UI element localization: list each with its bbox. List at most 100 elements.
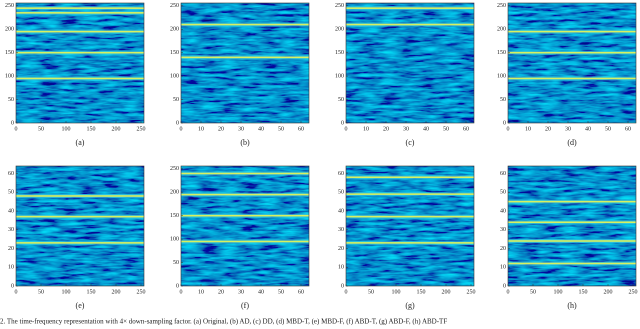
panel-label: (d) <box>567 138 577 147</box>
y-tick-label: 50 <box>173 260 179 266</box>
y-tick-label: 100 <box>497 74 506 80</box>
x-tick-label: 50 <box>38 126 44 132</box>
y-tick-label: 100 <box>335 74 344 80</box>
x-tick-label: 200 <box>604 289 613 295</box>
y-tick-label: 60 <box>338 171 344 177</box>
x-tick-label: 10 <box>198 126 204 132</box>
bright-row <box>508 77 636 80</box>
x-tick-label: 20 <box>545 126 551 132</box>
bright-row <box>16 242 144 244</box>
y-tick-label: 0 <box>503 283 506 289</box>
x-tick-label: 150 <box>87 289 96 295</box>
heatmap-texture <box>16 3 144 123</box>
panel-label: (g) <box>405 301 415 310</box>
y-tick-label: 10 <box>8 265 14 271</box>
y-tick-label: 250 <box>497 3 506 9</box>
bright-row <box>181 172 309 175</box>
bright-row <box>16 51 144 54</box>
caption: 2. The time-frequency representation wit… <box>0 318 447 326</box>
x-tick-label: 100 <box>554 289 563 295</box>
x-tick-label: 20 <box>383 126 389 132</box>
bright-row <box>346 176 474 179</box>
x-tick-label: 40 <box>258 126 264 132</box>
bright-row <box>16 30 144 33</box>
plot-frame <box>345 2 475 124</box>
plot-frame <box>507 165 637 287</box>
y-tick-label: 10 <box>338 265 344 271</box>
heatmap-texture <box>181 166 309 286</box>
panel-label: (b) <box>240 138 250 147</box>
x-tick-label: 10 <box>525 126 531 132</box>
y-tick-label: 150 <box>497 50 506 56</box>
y-tick-label: 20 <box>500 246 506 252</box>
y-tick-label: 40 <box>8 208 14 214</box>
x-tick-label: 50 <box>278 289 284 295</box>
y-tick-label: 60 <box>500 171 506 177</box>
bright-row <box>346 7 474 9</box>
heatmap-texture <box>346 166 474 286</box>
plot-frame <box>345 165 475 287</box>
x-tick-label: 0 <box>15 126 18 132</box>
x-tick-label: 60 <box>625 126 631 132</box>
x-tick-label: 0 <box>507 126 510 132</box>
x-tick-label: 10 <box>198 289 204 295</box>
x-tick-label: 200 <box>112 126 121 132</box>
x-tick-label: 60 <box>298 289 304 295</box>
x-tick-label: 0 <box>345 126 348 132</box>
bright-row <box>508 240 636 242</box>
y-tick-label: 0 <box>176 120 179 126</box>
x-tick-label: 20 <box>218 126 224 132</box>
x-tick-label: 50 <box>530 289 536 295</box>
x-tick-label: 0 <box>345 289 348 295</box>
x-tick-label: 100 <box>392 289 401 295</box>
x-tick-label: 250 <box>467 289 476 295</box>
bright-row <box>508 51 636 54</box>
x-tick-label: 40 <box>423 126 429 132</box>
bright-row <box>346 193 474 195</box>
panel-label: (a) <box>76 138 85 147</box>
y-tick-label: 30 <box>8 227 14 233</box>
bright-row <box>508 30 636 33</box>
panel-label: (h) <box>567 301 577 310</box>
plot-frame <box>507 2 637 124</box>
bright-row <box>16 77 144 80</box>
y-tick-label: 200 <box>5 27 14 33</box>
y-tick-label: 40 <box>338 208 344 214</box>
y-tick-label: 20 <box>8 246 14 252</box>
x-tick-label: 150 <box>87 126 96 132</box>
bright-row <box>16 195 144 197</box>
x-tick-label: 0 <box>180 126 183 132</box>
x-tick-label: 0 <box>15 289 18 295</box>
bright-row <box>181 23 309 26</box>
x-tick-label: 50 <box>443 126 449 132</box>
y-tick-label: 30 <box>500 227 506 233</box>
x-tick-label: 0 <box>180 289 183 295</box>
x-tick-label: 250 <box>629 289 638 295</box>
panel-label: (c) <box>406 138 415 147</box>
y-tick-label: 50 <box>173 97 179 103</box>
heatmap-texture <box>181 3 309 123</box>
y-tick-label: 50 <box>338 190 344 196</box>
x-tick-label: 100 <box>62 289 71 295</box>
y-tick-label: 40 <box>500 208 506 214</box>
y-tick-label: 50 <box>338 97 344 103</box>
x-tick-label: 40 <box>258 289 264 295</box>
y-tick-label: 0 <box>11 120 14 126</box>
bright-row <box>16 12 144 14</box>
bright-row <box>508 262 636 265</box>
y-tick-label: 50 <box>500 97 506 103</box>
x-tick-label: 10 <box>363 126 369 132</box>
bright-row <box>181 56 309 59</box>
y-tick-label: 10 <box>500 265 506 271</box>
y-tick-label: 100 <box>170 74 179 80</box>
x-tick-label: 60 <box>463 126 469 132</box>
x-tick-label: 50 <box>38 289 44 295</box>
y-tick-label: 0 <box>341 120 344 126</box>
x-tick-label: 30 <box>403 126 409 132</box>
heatmap-texture <box>16 166 144 286</box>
bright-row <box>508 221 636 224</box>
x-tick-label: 150 <box>417 289 426 295</box>
heatmap-texture <box>508 3 636 123</box>
y-tick-label: 200 <box>497 27 506 33</box>
